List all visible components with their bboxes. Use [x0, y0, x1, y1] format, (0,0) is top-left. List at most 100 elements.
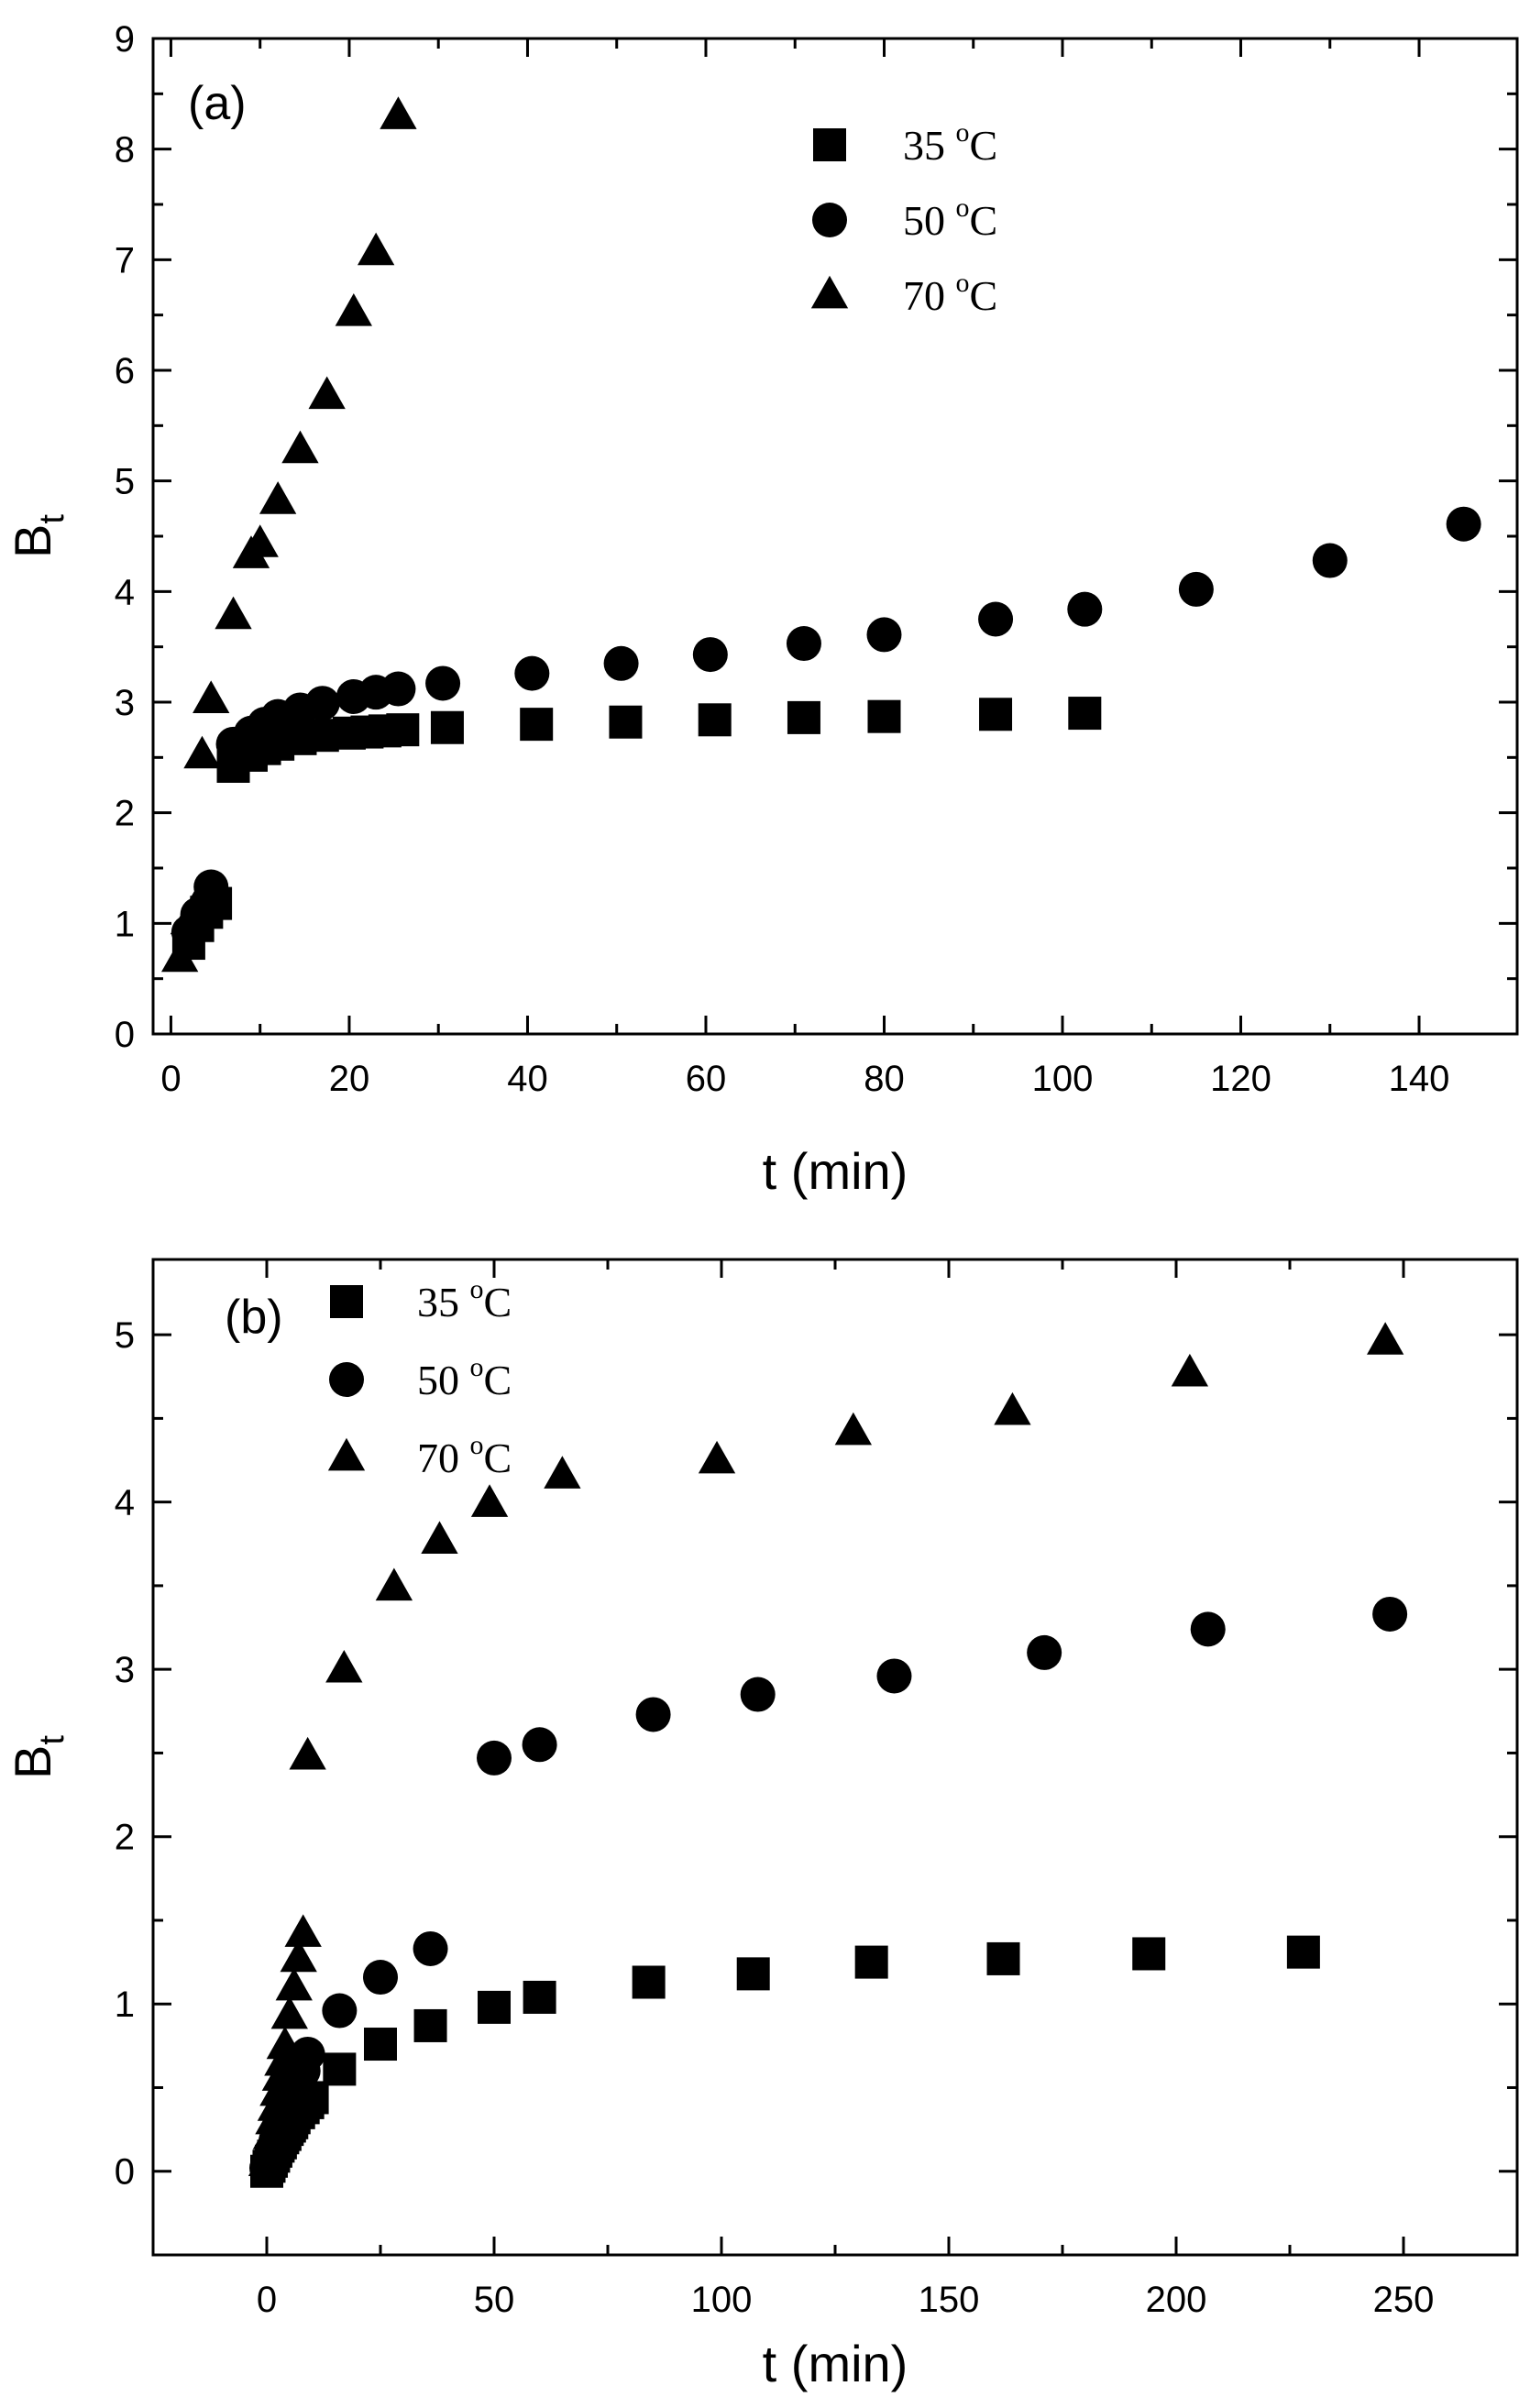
legend-marker [330, 1285, 363, 1318]
y-tick-label: 4 [115, 1483, 135, 1523]
data-point [740, 1677, 776, 1712]
x-tick-label: 140 [1389, 1059, 1450, 1099]
x-tick-label: 200 [1146, 2280, 1207, 2320]
legend-label: 70 oC [417, 1430, 512, 1481]
y-tick-label: 1 [115, 904, 135, 944]
data-point [609, 705, 643, 739]
data-point [421, 1521, 458, 1554]
data-point [375, 1567, 413, 1601]
data-point [1132, 1937, 1166, 1971]
data-point [183, 735, 221, 769]
y-tick-label: 1 [115, 1985, 135, 2025]
data-point [179, 885, 216, 918]
data-point [215, 596, 252, 630]
data-point [787, 700, 820, 734]
legend-marker [329, 1362, 364, 1397]
data-point [786, 626, 821, 662]
legend-entry: 70 oC [327, 1430, 512, 1481]
data-point [635, 1697, 671, 1732]
data-point [322, 1993, 358, 2029]
data-point [986, 1941, 1020, 1975]
x-axis-title: t (min) [763, 2335, 908, 2392]
legend-entry: 50 oC [329, 1352, 512, 1403]
series-square [171, 697, 1102, 961]
data-point [876, 1658, 912, 1694]
data-point [290, 2036, 325, 2072]
x-tick-label: 40 [507, 1059, 548, 1099]
y-tick-label: 5 [115, 462, 135, 502]
y-tick-label: 3 [115, 683, 135, 723]
data-point [363, 1960, 398, 1996]
data-point [280, 1939, 317, 1973]
data-point [1446, 506, 1481, 542]
data-point [867, 699, 901, 733]
y-axis-title: Bt [4, 1735, 72, 1779]
series-square [250, 1935, 1320, 2188]
data-point [308, 376, 346, 410]
y-tick-label: 5 [115, 1315, 135, 1356]
panel-label: (a) [188, 77, 247, 130]
data-point [698, 1440, 736, 1474]
chart-panel-1: 0 20 40 60 80 100 120 140 0 1 2 3 4 5 6 7 8 9 t (min) Bt (a)… [4, 19, 1519, 1200]
legend-marker [813, 128, 846, 161]
data-point [866, 617, 902, 653]
y-tick-label: 8 [115, 130, 135, 170]
legend-marker [810, 275, 849, 309]
legend-label: 50 oC [903, 192, 997, 244]
y-tick-label: 6 [115, 351, 135, 391]
x-tick-label: 60 [686, 1059, 727, 1099]
data-point [241, 524, 279, 557]
data-point [523, 1980, 556, 2014]
data-point [1190, 1611, 1226, 1647]
data-point [1312, 543, 1348, 578]
data-point [364, 2028, 397, 2062]
data-point [994, 1391, 1031, 1425]
data-point [522, 1727, 557, 1763]
data-point [692, 637, 728, 673]
data-point [834, 1412, 872, 1446]
chart-panel-2: 0 50 100 150 200 250 0 1 2 3 4 5 t (min) Bt (b) 35 oC 50… [4, 1258, 1519, 2392]
data-point [193, 680, 230, 713]
data-point [270, 1996, 308, 2029]
data-point [335, 293, 372, 326]
legend-label: 35 oC [903, 117, 997, 169]
data-point [470, 1484, 509, 1517]
data-point [425, 665, 461, 701]
panel-label: (b) [225, 1291, 283, 1344]
legend-entry: 70 oC [810, 268, 997, 319]
series-circle [249, 1596, 1408, 2186]
data-point [275, 1967, 313, 2001]
data-point [1068, 697, 1102, 731]
data-point [1027, 1634, 1062, 1670]
data-point [1171, 1353, 1209, 1387]
legend-label: 35 oC [417, 1274, 512, 1325]
data-point [979, 698, 1013, 731]
data-point [1367, 1322, 1404, 1355]
x-tick-label: 50 [474, 2280, 515, 2320]
data-point [161, 939, 199, 973]
data-point [413, 1930, 448, 1966]
data-point [544, 1456, 581, 1489]
x-tick-label: 100 [1032, 1059, 1094, 1099]
legend-entry: 50 oC [812, 192, 997, 244]
data-point [1067, 591, 1103, 627]
data-point [413, 2008, 447, 2042]
y-tick-label: 7 [115, 240, 135, 280]
y-tick-label: 2 [115, 1818, 135, 1858]
data-point [266, 2026, 303, 2060]
data-point [170, 901, 208, 935]
y-tick-label: 0 [115, 2152, 135, 2193]
data-point [323, 2052, 357, 2086]
data-point [1372, 1596, 1408, 1632]
plot-frame [151, 1258, 1519, 2257]
x-tick-label: 0 [160, 1059, 181, 1099]
x-tick-label: 80 [864, 1059, 905, 1099]
y-tick-label: 4 [115, 572, 135, 612]
x-tick-label: 0 [257, 2280, 277, 2320]
x-tick-label: 100 [691, 2280, 753, 2320]
x-axis-title: t (min) [763, 1142, 908, 1200]
legend-marker [812, 203, 847, 237]
series-circle [171, 506, 1481, 950]
series-triangle [248, 1322, 1404, 2176]
